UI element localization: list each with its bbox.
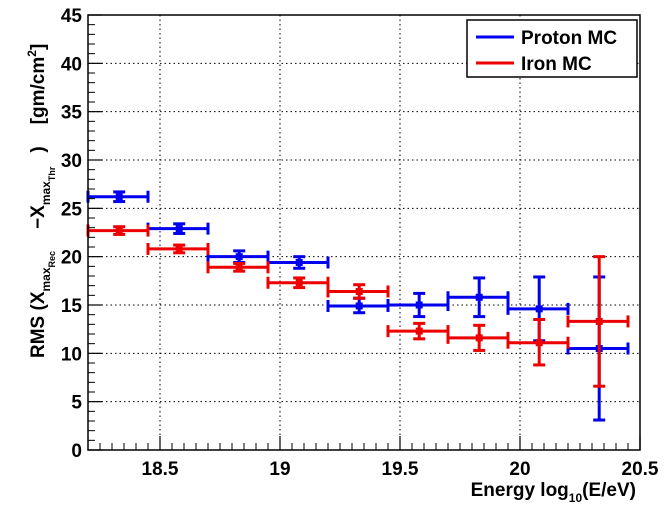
y-tick-label: 0 bbox=[71, 441, 82, 462]
legend-box bbox=[466, 19, 638, 78]
x-tick-label: 19.5 bbox=[382, 459, 419, 480]
point-marker bbox=[355, 302, 363, 310]
y-tick-label: 15 bbox=[61, 296, 83, 317]
data-point bbox=[506, 318, 570, 367]
x-tick-label: 18.5 bbox=[142, 459, 179, 480]
y-tick-label: 45 bbox=[61, 6, 83, 27]
point-marker bbox=[235, 263, 243, 271]
y-tick-label: 10 bbox=[61, 344, 82, 365]
point-marker bbox=[595, 317, 603, 325]
point-marker bbox=[355, 287, 363, 295]
point-marker bbox=[415, 301, 423, 309]
x-tick-label: 19 bbox=[269, 459, 290, 480]
x-tick-label: 20.5 bbox=[622, 459, 659, 480]
data-point bbox=[386, 321, 450, 341]
data-point bbox=[326, 283, 390, 300]
point-marker bbox=[115, 227, 123, 235]
y-tick-label: 20 bbox=[61, 248, 82, 269]
tick-labels: 0 5 10 15 20 25 30 35 40 45 18.5 19 19.5 20 20.5 bbox=[61, 6, 659, 480]
data-point bbox=[446, 276, 510, 319]
data-point bbox=[146, 222, 210, 235]
data-point bbox=[86, 224, 150, 237]
y-tick-label: 30 bbox=[61, 151, 82, 172]
point-marker bbox=[235, 253, 243, 261]
data-point bbox=[206, 261, 270, 274]
point-marker bbox=[175, 225, 183, 233]
legend-label-proton: Proton MC bbox=[521, 28, 617, 49]
series-iron-mc bbox=[86, 224, 630, 388]
legend-label-iron: Iron MC bbox=[521, 54, 592, 75]
x-tick-label: 20 bbox=[509, 459, 530, 480]
ticks bbox=[88, 14, 641, 451]
point-marker bbox=[295, 258, 303, 266]
point-marker bbox=[415, 327, 423, 335]
legend: Proton MC Iron MC bbox=[466, 19, 638, 78]
y-axis-title: RMS (XmaxRec−XmaxThr)[gm/cm2] bbox=[25, 44, 57, 358]
y-tick-label: 40 bbox=[61, 54, 82, 75]
y-tick-label: 5 bbox=[71, 393, 82, 414]
data-point bbox=[146, 242, 210, 255]
point-marker bbox=[475, 334, 483, 342]
point-marker bbox=[175, 245, 183, 253]
y-tick-label: 35 bbox=[61, 103, 83, 124]
point-marker bbox=[535, 339, 543, 347]
y-tick-label: 25 bbox=[61, 199, 83, 220]
point-marker bbox=[115, 193, 123, 201]
point-marker bbox=[295, 279, 303, 287]
data-point bbox=[566, 255, 630, 388]
data-point bbox=[266, 255, 330, 270]
point-marker bbox=[475, 293, 483, 301]
point-marker bbox=[535, 305, 543, 313]
x-axis-title: Energy log10(E/eV) bbox=[471, 480, 636, 505]
